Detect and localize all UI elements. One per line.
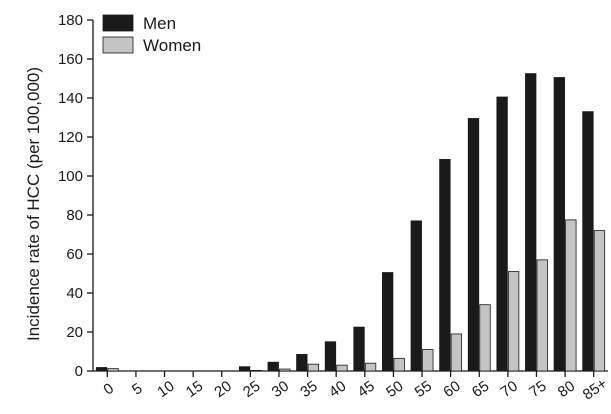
women-bar: [307, 363, 319, 372]
y-axis: 0 20 40 60 80 100 120 140 160 180: [58, 12, 94, 380]
x-tick-label: 65: [469, 378, 492, 401]
men-bar: [353, 326, 365, 372]
x-tick-label: 55: [412, 378, 435, 401]
women-bar: [250, 370, 262, 372]
x-tick-label: 25: [240, 378, 263, 401]
y-tick-label: 100: [58, 168, 83, 185]
x-tick-label: 60: [440, 378, 463, 401]
x-tick-label: 5: [129, 380, 146, 399]
x-tick-label: 35: [297, 378, 320, 401]
x-tick-label: 75: [526, 378, 549, 401]
women-bar: [479, 304, 491, 372]
men-bar: [410, 220, 422, 372]
women-bar: [279, 368, 291, 372]
x-tick-label: 15: [183, 378, 206, 401]
y-tick-label: 40: [66, 285, 83, 302]
men-bar: [525, 73, 537, 372]
women-bar: [364, 362, 377, 372]
men-bar: [467, 118, 480, 372]
y-tick-label: 80: [66, 207, 83, 224]
women-bar: [450, 333, 463, 372]
women-bar: [536, 259, 548, 372]
x-tick-label: 10: [154, 378, 177, 401]
y-tick-label: 60: [66, 246, 83, 263]
men-bar: [296, 354, 308, 372]
x-tick-label: 70: [498, 378, 521, 401]
y-tick-label: 160: [58, 51, 83, 68]
men-bar: [582, 111, 594, 372]
women-bar: [336, 364, 348, 372]
men-bar: [238, 366, 251, 372]
x-tick-label: 85+: [580, 375, 611, 404]
men-bar: [324, 341, 337, 372]
x-tick-label: 45: [355, 378, 378, 401]
women-bar: [107, 368, 119, 372]
x-axis: 0 5 10 15 20 25 30 35 40 45 50 55 60 65 70 75 80 85+: [93, 370, 611, 404]
x-tick-label: 50: [383, 378, 406, 401]
women-bar: [393, 357, 405, 372]
women-bar: [507, 271, 520, 372]
women-bar: [565, 219, 577, 372]
legend-label-men: Men: [143, 14, 176, 33]
x-tick-label: 80: [555, 378, 578, 401]
men-bar: [267, 361, 279, 372]
men-bar: [553, 77, 565, 372]
y-axis-title: Incidence rate of HCC (per 100,000): [24, 67, 43, 341]
x-tick-label: 0: [100, 380, 117, 399]
men-bar: [496, 96, 508, 372]
y-tick-label: 0: [75, 363, 83, 380]
y-tick-label: 180: [58, 12, 83, 29]
legend: Men Women: [102, 14, 201, 55]
women-bar: [593, 230, 606, 372]
legend-swatch-men: [102, 14, 134, 32]
y-tick-label: 20: [66, 324, 83, 341]
y-tick-label: 120: [58, 129, 83, 146]
women-bar: [422, 349, 434, 372]
x-tick-label: 20: [211, 378, 234, 401]
men-bar: [95, 367, 108, 372]
y-tick-label: 140: [58, 90, 83, 107]
men-bar: [439, 159, 451, 372]
men-bar: [382, 272, 394, 372]
legend-label-women: Women: [143, 36, 201, 55]
x-tick-label: 30: [269, 378, 292, 401]
bars: [95, 73, 606, 372]
x-tick-label: 40: [326, 378, 349, 401]
legend-swatch-women: [102, 36, 134, 54]
